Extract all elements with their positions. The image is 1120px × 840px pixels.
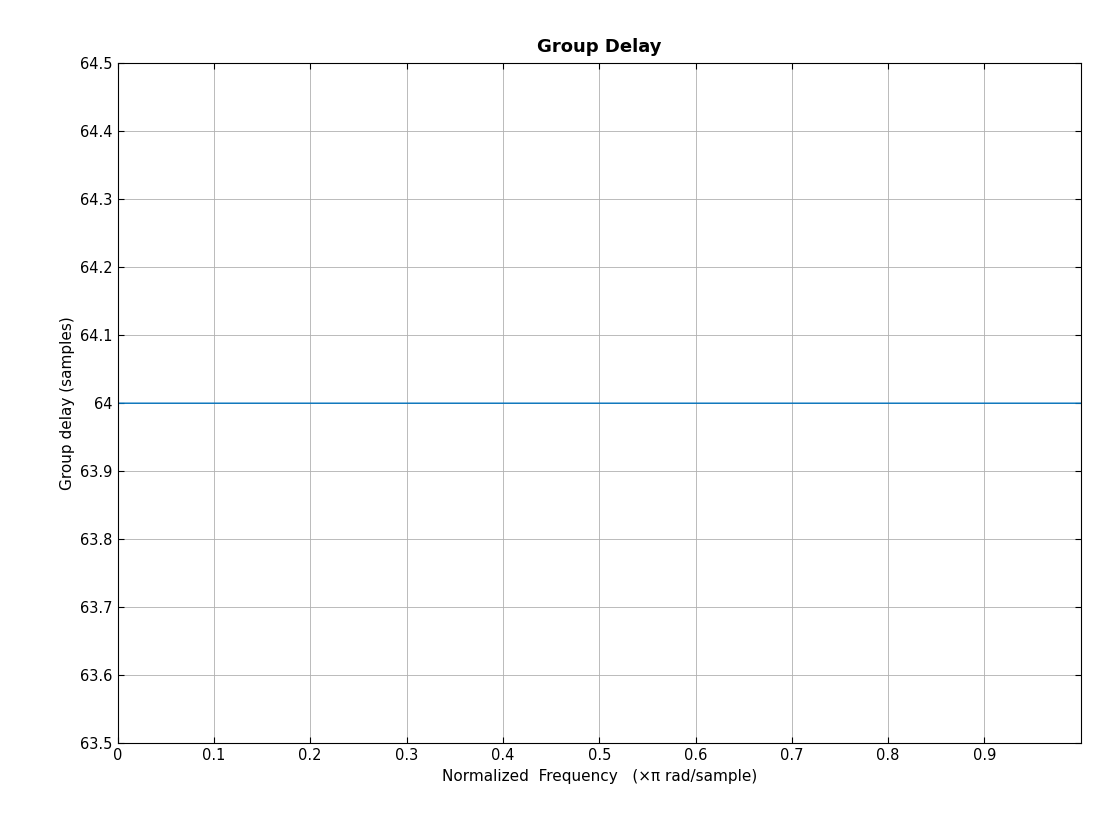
Y-axis label: Group delay (samples): Group delay (samples) xyxy=(59,317,75,490)
X-axis label: Normalized  Frequency   (×π rad/sample): Normalized Frequency (×π rad/sample) xyxy=(441,769,757,784)
Title: Group Delay: Group Delay xyxy=(536,38,662,56)
